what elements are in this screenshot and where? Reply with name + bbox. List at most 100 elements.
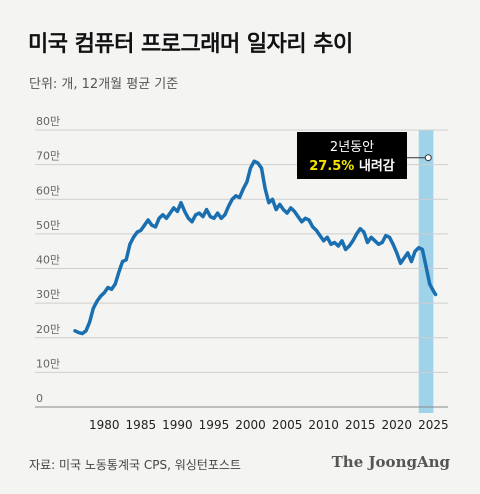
data-point [216,211,220,215]
source-note: 자료: 미국 노동통계국 CPS, 워싱턴포스트 [29,458,241,472]
data-point [399,261,402,265]
data-point [234,194,238,198]
data-point [307,218,311,222]
data-point [406,251,410,255]
data-point [205,208,209,212]
data-point [293,209,296,213]
data-point [377,242,380,246]
data-point [183,209,187,213]
data-point [165,216,168,220]
x-tick-label: 2000 [235,418,266,432]
data-point [102,291,106,295]
data-point [380,241,384,244]
data-point [190,220,194,224]
annotation-marker [424,154,432,162]
data-point [139,229,143,232]
data-point [110,287,113,291]
x-tick-label: 1995 [199,418,230,432]
x-tick-label: 2025 [418,418,449,432]
data-point [391,242,395,246]
data-point [329,242,333,246]
data-point [410,260,413,263]
data-point [150,223,154,227]
data-point [369,235,373,239]
data-point [146,218,150,222]
data-point [325,235,329,239]
data-point [285,211,289,215]
data-point [197,211,201,215]
y-tick-label: 70만 [36,150,60,163]
data-point [358,227,362,231]
data-point [121,260,124,263]
data-point [113,282,117,286]
x-tick-label: 2020 [382,418,413,432]
data-point [124,258,128,262]
data-point [395,251,399,255]
y-tick-label: 60만 [36,184,60,197]
data-point [373,239,377,243]
data-point [219,216,223,220]
data-point [230,197,234,201]
data-point [388,235,391,239]
data-point [340,239,344,243]
x-tick-label: 2010 [308,418,339,432]
data-point [77,331,81,334]
data-point [271,197,274,201]
x-tick-label: 1990 [162,418,193,432]
data-point [99,294,102,298]
data-point [351,239,355,243]
x-tick-label: 1985 [126,418,157,432]
data-point [333,241,337,244]
data-point [278,203,282,206]
data-point [157,216,161,220]
data-point [413,249,417,253]
annotation-text-line1: 2년동안 [330,140,374,155]
annotation-highlight: 27.5% [309,159,354,174]
data-point [355,232,358,236]
data-point [296,215,300,218]
data-point [311,225,315,229]
data-point [132,235,135,239]
x-tick-label: 1980 [89,418,120,432]
data-point [168,211,172,215]
data-point [252,159,256,163]
data-point [336,244,340,248]
data-point [303,216,307,220]
data-point [282,208,285,212]
data-point [194,213,198,217]
page-title: 미국 컴퓨터 프로그래머 일자리 추이 [28,32,353,57]
data-point [431,289,435,293]
data-point [80,332,84,335]
data-point [73,329,77,333]
data-point [212,216,216,220]
data-point [428,282,432,286]
data-point [289,206,293,210]
data-point [135,230,139,234]
brand-logo: The JoongAng [331,453,450,471]
annotation-rest: 내려감 [354,158,394,174]
annotation-box [297,132,407,179]
data-point [238,196,241,199]
data-point [223,213,227,217]
y-tick-label: 0 [36,392,43,405]
y-tick-label: 30만 [36,288,60,301]
x-tick-label: 2015 [345,418,376,432]
data-point [201,215,205,218]
data-point [241,187,245,191]
data-point [143,223,146,227]
data-point [91,306,95,310]
data-point [344,248,348,251]
data-point [263,187,267,191]
data-point [347,244,351,248]
data-point [362,230,366,234]
data-point [421,248,424,251]
data-point [300,220,304,224]
data-point [245,180,249,184]
data-point [402,256,406,260]
series-line [73,159,438,336]
data-point [267,201,271,205]
data-point [84,329,88,333]
data-point [417,246,421,250]
data-point [172,206,176,210]
